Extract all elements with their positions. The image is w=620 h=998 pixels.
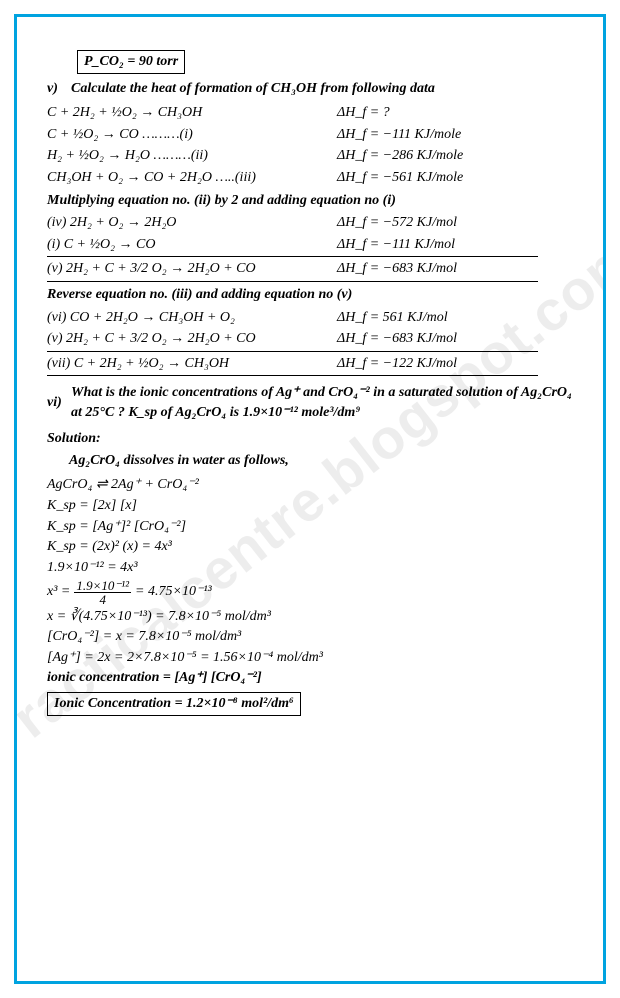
sol-7-rhs: = 4.75×10⁻¹³ [135, 582, 212, 602]
eq-ii-right: ΔH_f = −286 KJ/mole [337, 146, 463, 166]
q5-prompt: Calculate the heat of formation of CH₃OH… [71, 79, 435, 99]
sol-7-lhs: x³ = [47, 582, 70, 602]
rule-1 [47, 256, 538, 257]
eq-v-left: (v) 2H₂ + C + 3/2 O₂ → 2H₂O + CO [47, 259, 337, 279]
sol-line-10: [Ag⁺] = 2x = 2×7.8×10⁻⁵ = 1.56×10⁻⁴ mol/… [47, 648, 581, 668]
sol-line-2: AgCrO₄ ⇌ 2Ag⁺ + CrO₄⁻² [47, 475, 199, 495]
eq-vi-left: (vi) CO + 2H₂O → CH₃OH + O₂ [47, 308, 337, 328]
multiply-text: Multiplying equation no. (ii) by 2 and a… [47, 191, 581, 211]
sol-line-3: K_sp = [2x] [x] [47, 496, 581, 516]
box-ionic-conc: Ionic Concentration = 1.2×10⁻⁸ mol²/dm⁶ [47, 692, 301, 716]
solution-label: Solution: [47, 429, 581, 449]
rule-4 [47, 375, 538, 376]
sol-7-frac: 1.9×10⁻¹² 4 [74, 579, 131, 606]
eq-i-right: ΔH_f = −111 KJ/mole [337, 125, 461, 145]
sol-line-7: x³ = 1.9×10⁻¹² 4 = 4.75×10⁻¹³ [47, 579, 581, 606]
sol-line-11: ionic concentration = [Ag⁺] [CrO₄⁻²] [47, 668, 581, 688]
eq-iii-left: CH₃OH + O₂ → CO + 2H₂O …..(iii) [47, 168, 337, 188]
sol-7-den: 4 [74, 593, 131, 606]
sol-line-6: 1.9×10⁻¹² = 4x³ [47, 558, 581, 578]
eq-iii-right: ΔH_f = −561 KJ/mole [337, 168, 463, 188]
rule-3 [47, 351, 538, 352]
eq-vi-right: ΔH_f = 561 KJ/mol [337, 308, 448, 328]
sol-line-1: Ag₂CrO₄ dissolves in water as follows, [69, 451, 581, 471]
eq-v2-left: (v) 2H₂ + C + 3/2 O₂ → 2H₂O + CO [47, 329, 337, 349]
q6-prompt: What is the ionic concentrations of Ag⁺ … [71, 383, 581, 422]
q5-label: v) [47, 79, 71, 99]
sol-line-8: x = ∛(4.75×10⁻¹³) = 7.8×10⁻⁵ mol/dm³ [47, 607, 581, 627]
rule-2 [47, 281, 538, 282]
q6-label: vi) [47, 393, 71, 413]
eq-v2-right: ΔH_f = −683 KJ/mol [337, 329, 457, 349]
eq-target-right: ΔH_f = ? [337, 103, 390, 123]
eq-target-left: C + 2H₂ + ½O₂ → CH₃OH [47, 103, 337, 123]
reverse-text: Reverse equation no. (iii) and adding eq… [47, 285, 581, 305]
eq-iv-left: (iv) 2H₂ + O₂ → 2H₂O [47, 213, 337, 233]
eq-i2-left: (i) C + ½O₂ → CO [47, 235, 337, 255]
sol-line-5: K_sp = (2x)² (x) = 4x³ [47, 537, 581, 557]
sol-line-4: K_sp = [Ag⁺]² [CrO₄⁻²] [47, 517, 581, 537]
eq-ii-left: H₂ + ½O₂ → H₂O ………(ii) [47, 146, 337, 166]
eq-v-right: ΔH_f = −683 KJ/mol [337, 259, 457, 279]
eq-vii-left: (vii) C + 2H₂ + ½O₂ → CH₃OH [47, 354, 337, 374]
eq-i2-right: ΔH_f = −111 KJ/mol [337, 235, 455, 255]
eq-vii-right: ΔH_f = −122 KJ/mol [337, 354, 457, 374]
box-pco2: P_CO₂ = 90 torr [77, 50, 185, 74]
eq-i-left: C + ½O₂ → CO ………(i) [47, 125, 337, 145]
page-outer: Practicalcentre.blogspot.com P_CO₂ = 90 … [0, 0, 620, 998]
page-frame: Practicalcentre.blogspot.com P_CO₂ = 90 … [14, 14, 606, 984]
eq-iv-right: ΔH_f = −572 KJ/mol [337, 213, 457, 233]
sol-line-9: [CrO₄⁻²] = x = 7.8×10⁻⁵ mol/dm³ [47, 627, 581, 647]
sol-7-num: 1.9×10⁻¹² [74, 579, 131, 593]
